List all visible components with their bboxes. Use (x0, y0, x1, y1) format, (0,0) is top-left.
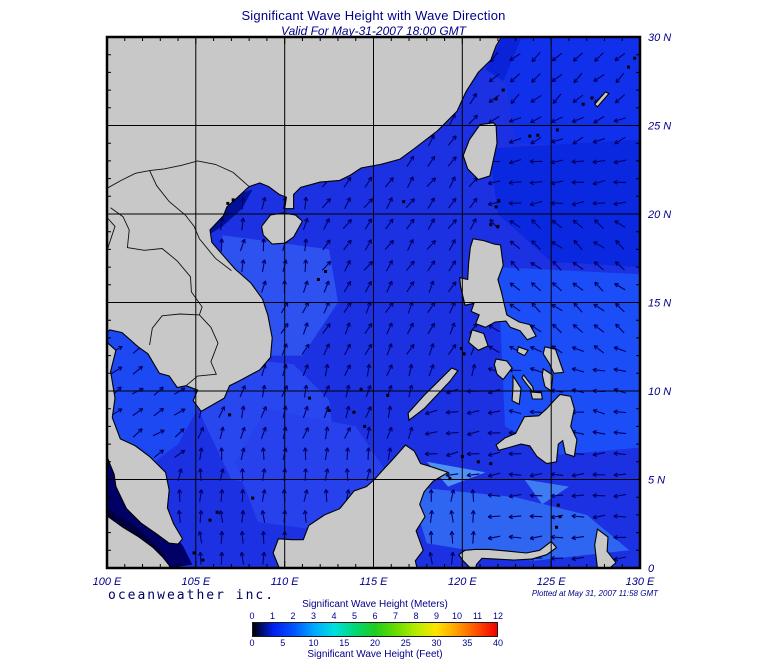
country-borders (106, 160, 250, 387)
meters-tick: 12 (492, 611, 504, 621)
wave-direction-arrows (111, 51, 627, 565)
map-subtitle: Valid For May-31-2007 18:00 GMT (281, 24, 466, 38)
meters-tick: 6 (372, 611, 378, 621)
meters-tick: 2 (290, 611, 296, 621)
feet-tick: 15 (339, 638, 350, 648)
feet-tick: 25 (400, 638, 411, 648)
lon-label: 105 E (181, 576, 210, 588)
meters-tick: 3 (310, 611, 317, 621)
lon-label: 125 E (537, 576, 566, 588)
meters-tick: 4 (331, 611, 337, 621)
lon-label: 130 E (626, 576, 655, 588)
feet-tick: 20 (369, 638, 381, 648)
oceanweather-logo: oceanweather inc. (108, 588, 276, 603)
feet-tick: 35 (462, 638, 473, 648)
lon-label: 120 E (448, 576, 477, 588)
meters-tick: 11 (472, 611, 483, 621)
lon-label: 110 E (271, 576, 300, 588)
map-title: Significant Wave Height with Wave Direct… (241, 8, 506, 23)
map-frame (105, 35, 642, 570)
meters-tick: 8 (413, 611, 419, 621)
plotted-timestamp: Plotted at May 31, 2007 11:58 GMT (531, 589, 658, 598)
lat-label: 20 N (647, 209, 671, 221)
axis-labels: 100 E 105 E 110 E 115 E 120 E 125 E 130 E0 5 N 1… (93, 32, 672, 588)
lat-label: 10 N (648, 386, 671, 398)
lon-label: 115 E (360, 576, 389, 588)
colorbar-feet-title: Significant Wave Height (Feet) (307, 649, 443, 660)
lon-label: 100 E (93, 576, 122, 588)
meters-tick: 9 (433, 611, 440, 621)
lat-label: 5 N (648, 475, 665, 487)
feet-tick: 30 (431, 638, 442, 648)
colorbar-feet-ticks: 0 5 10 15 20 25 30 35 40 (249, 638, 503, 649)
meters-tick: 10 (451, 611, 463, 621)
chart-header: Significant Wave Height with Wave Direct… (107, 8, 640, 38)
meters-tick: 7 (392, 611, 399, 621)
feet-tick: 5 (280, 638, 286, 648)
lat-label: 0 (648, 563, 655, 575)
feet-tick: 0 (249, 638, 255, 648)
land-masses (106, 36, 617, 569)
lat-label: 25 N (647, 121, 671, 133)
feet-tick: 10 (308, 638, 319, 648)
feet-tick: 40 (492, 638, 504, 648)
meters-tick: 5 (351, 611, 358, 621)
lat-label: 30 N (648, 32, 671, 44)
colorbar-meters-ticks: 0 1 2 3 4 5 6 7 8 9 10 11 12 (249, 611, 503, 622)
meters-tick: 0 (249, 611, 255, 621)
colorbar-meters-title: Significant Wave Height (Meters) (302, 599, 448, 610)
meters-tick: 1 (269, 611, 276, 621)
small-islands (192, 56, 637, 562)
colorbar-gradient (252, 622, 498, 637)
lat-label: 15 N (648, 298, 671, 310)
lat-lon-grid (107, 37, 640, 568)
